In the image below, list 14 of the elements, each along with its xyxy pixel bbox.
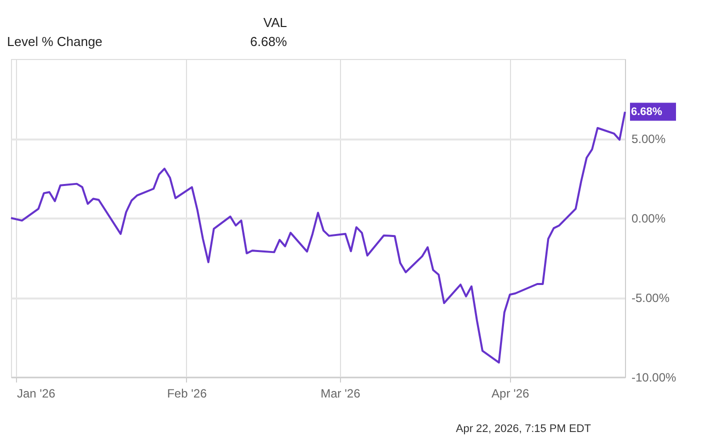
y-tick-label: 0.00%: [632, 212, 666, 226]
line-series: [10, 110, 626, 364]
y-tick-label: -10.00%: [632, 370, 677, 384]
x-tick-label: Mar '26: [320, 386, 361, 400]
x-tick-label: Apr '26: [492, 386, 530, 400]
text: 6.68%: [250, 34, 287, 49]
data-label: 6.68%: [631, 106, 662, 118]
x-tick-label: Feb '26: [167, 386, 208, 400]
text: Apr 22, 2026, 7:15 PM EDT: [456, 423, 592, 435]
x-tick-label: Jan '26: [16, 386, 56, 400]
y-tick-label: -5.00%: [632, 291, 670, 305]
text: Level % Change: [7, 34, 102, 49]
legend-title: VAL: [263, 15, 287, 30]
y-tick-label: 5.00%: [632, 132, 666, 146]
